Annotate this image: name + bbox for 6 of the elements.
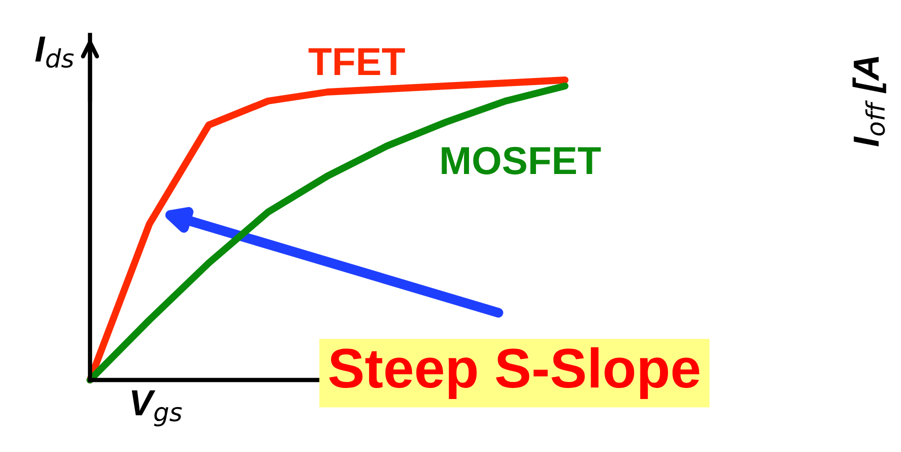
series-label: TFET bbox=[308, 48, 405, 76]
x-axis-title: V$_{gs}$ bbox=[132, 390, 182, 426]
y-axis-title: I$_{ds}$ bbox=[35, 36, 74, 68]
annotation: Steep S-Slope bbox=[329, 347, 700, 399]
text: I$_{off}$ [A bbox=[852, 56, 886, 146]
series-label: MOSFET bbox=[442, 146, 601, 174]
